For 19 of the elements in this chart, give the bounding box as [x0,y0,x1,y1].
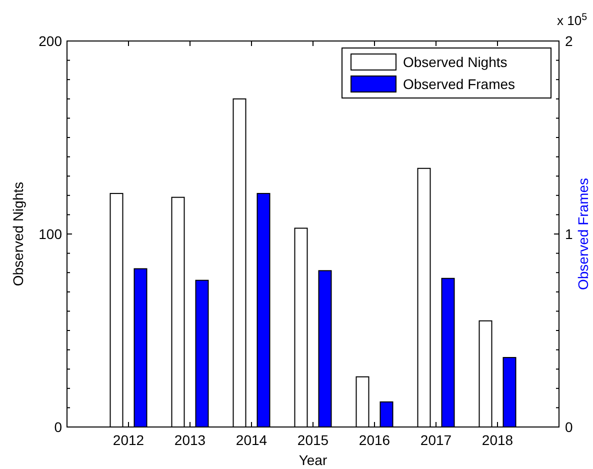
x-tick-label: 2018 [482,432,514,448]
x-tick-label: 2016 [358,432,390,448]
x-tick-label: 2015 [297,432,329,448]
y2-tick-label: 0 [565,418,573,435]
x-tick-label: 2012 [112,432,144,448]
y2-tick-label: 2 [565,32,573,49]
y2-tick-label: 1 [565,226,573,242]
y-tick-label: 0 [54,418,62,435]
x-tick-label: 2013 [174,432,206,448]
text: x 10$^{5}$ [556,12,588,28]
legend-label: Observed Frames [403,76,516,92]
x-tick-label: 2014 [236,432,268,448]
x-tick-label: 2017 [420,432,452,448]
y-tick-label: 200 [38,32,62,49]
legend-label: Observed Nights [403,54,508,70]
y-tick-label: 100 [38,226,62,242]
y2-axis-title: Observed Frames [575,178,591,290]
x-axis-title: Year [298,452,328,468]
y-axis-title: Observed Nights [10,182,26,286]
